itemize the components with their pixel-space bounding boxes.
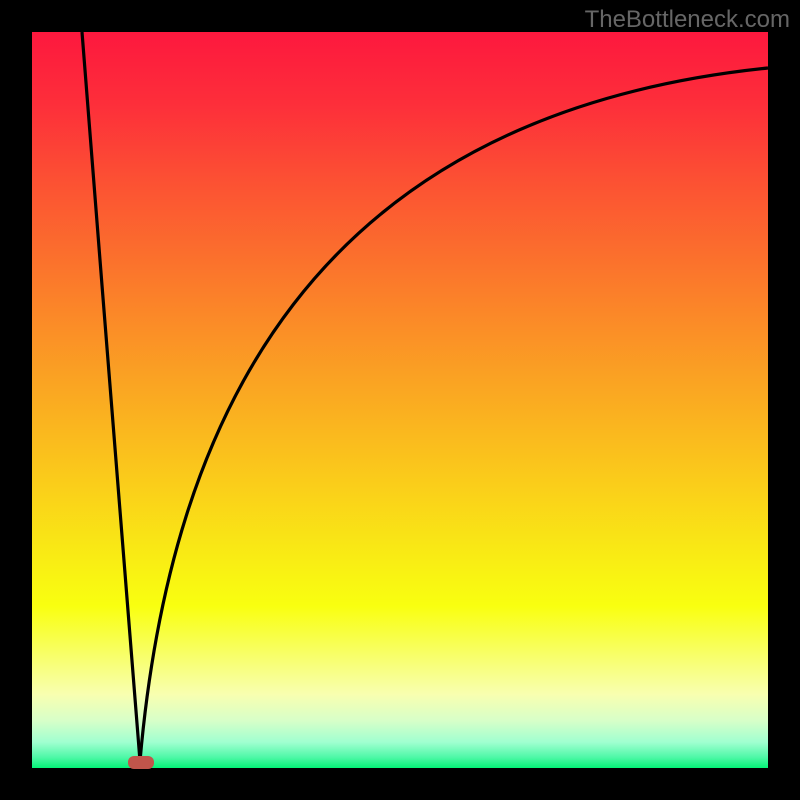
bottleneck-chart <box>0 0 800 800</box>
watermark-text: TheBottleneck.com <box>585 6 790 34</box>
chart-container: TheBottleneck.com <box>0 0 800 800</box>
dip-marker <box>128 756 154 769</box>
plot-background <box>32 32 768 768</box>
